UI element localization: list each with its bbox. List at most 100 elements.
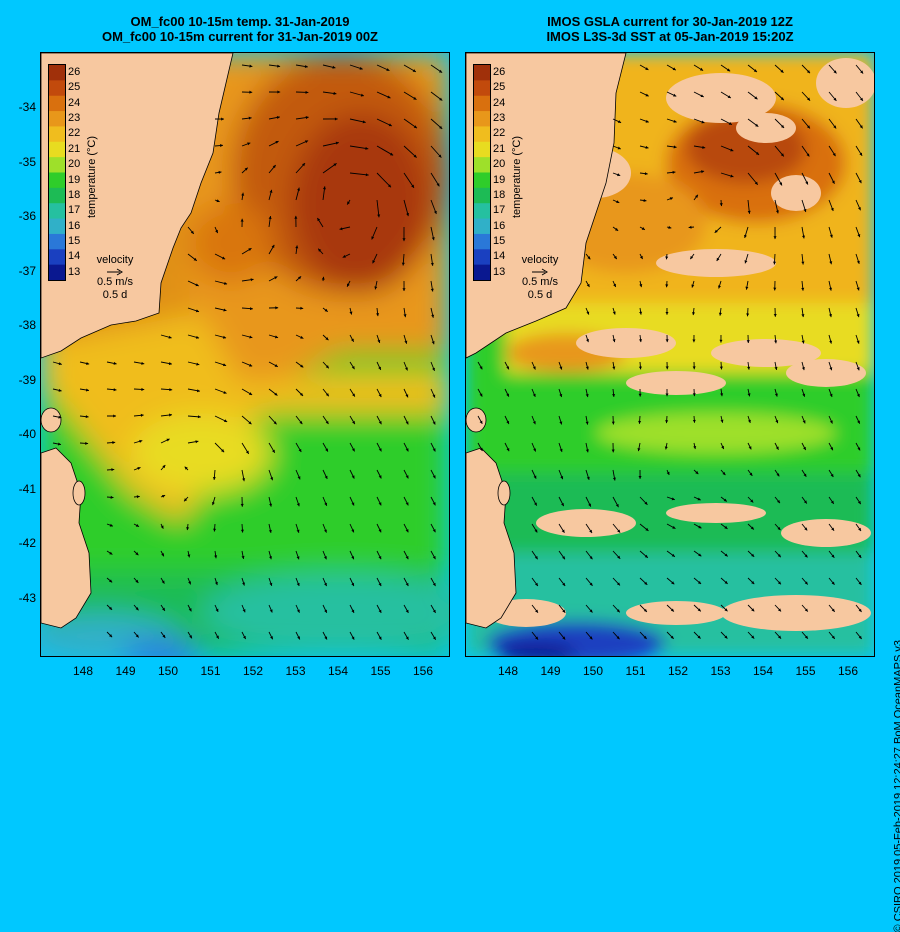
colorbar-tick: 22 <box>493 127 505 139</box>
colorbar-swatch <box>474 126 490 142</box>
right-title-line1: IMOS GSLA current for 30-Jan-2019 12Z <box>455 14 885 29</box>
left-map-panel <box>40 52 450 657</box>
colorbar-swatch <box>49 249 65 265</box>
left-colorbar-label: temperature (°C) <box>86 136 98 218</box>
colorbar-swatch <box>49 157 65 173</box>
longitude-tick: 152 <box>663 664 693 678</box>
longitude-tick: 154 <box>748 664 778 678</box>
colorbar-swatch <box>49 203 65 219</box>
longitude-tick: 149 <box>111 664 141 678</box>
colorbar-swatch <box>474 188 490 204</box>
colorbar-tick: 13 <box>493 266 505 278</box>
colorbar-swatch <box>49 173 65 189</box>
colorbar-tick: 19 <box>493 174 505 186</box>
left-velocity-key: velocity 0.5 m/s 0.5 d <box>80 254 150 302</box>
colorbar-tick: 13 <box>68 266 80 278</box>
colorbar-swatch <box>474 203 490 219</box>
right-map-panel <box>465 52 875 657</box>
colorbar-swatch <box>474 111 490 127</box>
colorbar-tick: 14 <box>68 250 80 262</box>
longitude-tick: 153 <box>706 664 736 678</box>
colorbar-swatch <box>474 234 490 250</box>
colorbar-tick: 17 <box>68 204 80 216</box>
latitude-tick: -43 <box>0 591 36 605</box>
velocity-speed: 0.5 m/s <box>505 276 575 289</box>
velocity-label: velocity <box>80 254 150 267</box>
right-colorbar-label: temperature (°C) <box>511 136 523 218</box>
colorbar-tick: 23 <box>493 112 505 124</box>
colorbar-tick: 23 <box>68 112 80 124</box>
latitude-tick: -34 <box>0 100 36 114</box>
colorbar-tick: 25 <box>68 81 80 93</box>
longitude-tick: 150 <box>578 664 608 678</box>
latitude-tick: -42 <box>0 536 36 550</box>
longitude-tick: 148 <box>493 664 523 678</box>
colorbar-tick: 24 <box>68 97 80 109</box>
colorbar-tick: 20 <box>68 158 80 170</box>
latitude-tick: -39 <box>0 373 36 387</box>
colorbar-swatch <box>474 219 490 235</box>
colorbar-tick: 14 <box>493 250 505 262</box>
right-sst-map <box>466 53 874 656</box>
latitude-tick: -38 <box>0 318 36 332</box>
longitude-tick: 153 <box>281 664 311 678</box>
colorbar-tick: 21 <box>68 143 80 155</box>
colorbar-swatch <box>49 188 65 204</box>
latitude-tick: -36 <box>0 209 36 223</box>
colorbar-tick: 18 <box>68 189 80 201</box>
colorbar-swatch <box>474 249 490 265</box>
velocity-speed: 0.5 m/s <box>80 276 150 289</box>
colorbar-swatch <box>49 265 65 280</box>
credit-text: © CSIRO 2019 05-Feb-2019 12:24:27 BoM Oc… <box>892 640 900 932</box>
colorbar-tick: 16 <box>493 220 505 232</box>
colorbar-swatch <box>474 80 490 96</box>
velocity-time: 0.5 d <box>505 289 575 302</box>
velocity-label: velocity <box>505 254 575 267</box>
longitude-tick: 155 <box>791 664 821 678</box>
colorbar-swatch <box>49 219 65 235</box>
velocity-arrow-icon <box>80 267 150 276</box>
colorbar-tick: 17 <box>493 204 505 216</box>
colorbar-swatch <box>474 96 490 112</box>
longitude-tick: 156 <box>833 664 863 678</box>
colorbar-swatch <box>474 65 490 81</box>
latitude-tick: -35 <box>0 155 36 169</box>
left-title-line1: OM_fc00 10-15m temp. 31-Jan-2019 <box>25 14 455 29</box>
left-temperature-map <box>41 53 449 656</box>
colorbar-swatch <box>49 111 65 127</box>
colorbar-tick: 18 <box>493 189 505 201</box>
colorbar-tick: 25 <box>493 81 505 93</box>
left-panel-title: OM_fc00 10-15m temp. 31-Jan-2019 OM_fc00… <box>25 14 455 44</box>
colorbar-tick: 19 <box>68 174 80 186</box>
colorbar-swatch <box>474 142 490 158</box>
right-colorbar <box>473 64 491 281</box>
left-title-line2: OM_fc00 10-15m current for 31-Jan-2019 0… <box>25 29 455 44</box>
colorbar-swatch <box>474 157 490 173</box>
colorbar-swatch <box>49 234 65 250</box>
velocity-arrow-icon <box>505 267 575 276</box>
latitude-tick: -37 <box>0 264 36 278</box>
colorbar-swatch <box>49 65 65 81</box>
colorbar-tick: 26 <box>493 66 505 78</box>
colorbar-swatch <box>49 80 65 96</box>
longitude-tick: 149 <box>536 664 566 678</box>
longitude-tick: 156 <box>408 664 438 678</box>
colorbar-swatch <box>474 265 490 280</box>
latitude-tick: -40 <box>0 427 36 441</box>
velocity-time: 0.5 d <box>80 289 150 302</box>
colorbar-tick: 20 <box>493 158 505 170</box>
colorbar-tick: 26 <box>68 66 80 78</box>
colorbar-tick: 16 <box>68 220 80 232</box>
colorbar-swatch <box>474 173 490 189</box>
right-velocity-key: velocity 0.5 m/s 0.5 d <box>505 254 575 302</box>
colorbar-swatch <box>49 142 65 158</box>
colorbar-tick: 15 <box>68 235 80 247</box>
longitude-tick: 152 <box>238 664 268 678</box>
longitude-tick: 148 <box>68 664 98 678</box>
left-colorbar <box>48 64 66 281</box>
colorbar-swatch <box>49 96 65 112</box>
colorbar-tick: 15 <box>493 235 505 247</box>
longitude-tick: 150 <box>153 664 183 678</box>
longitude-tick: 151 <box>621 664 651 678</box>
longitude-tick: 154 <box>323 664 353 678</box>
